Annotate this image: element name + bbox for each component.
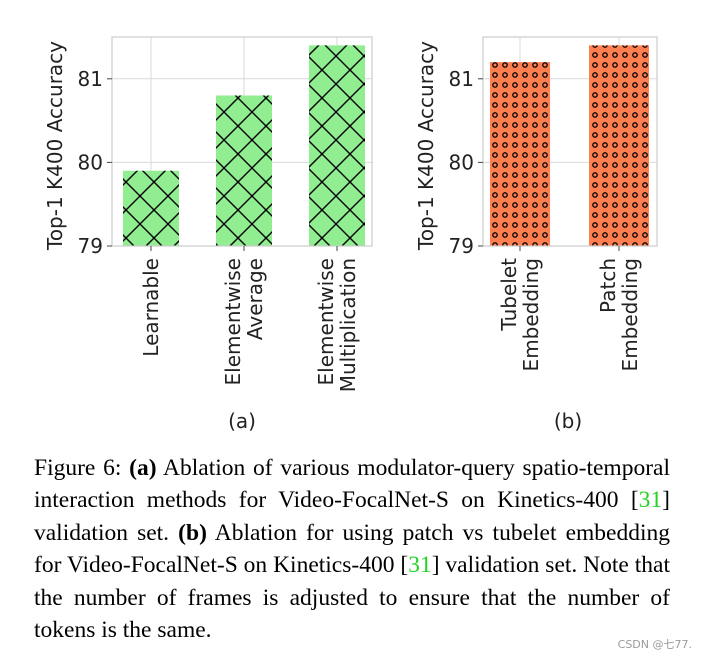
bar-hatch: [123, 170, 179, 246]
figure-caption: Figure 6: (a) Ablation of various modula…: [34, 452, 670, 646]
x-tick-label: ElementwiseAverage: [221, 258, 267, 385]
plot-frame: [111, 36, 373, 247]
bar-hatch: [589, 45, 649, 246]
citation-link-2[interactable]: 31: [408, 552, 432, 579]
x-tick-label-line: Embedding: [618, 258, 642, 371]
x-tick-label-line: Elementwise: [314, 258, 338, 385]
x-tick-label: PatchEmbedding: [596, 258, 642, 371]
x-tick-label-line: Tubelet: [497, 258, 521, 332]
watermark: CSDN @七77.: [617, 638, 692, 651]
bar-hatch: [216, 95, 272, 247]
x-tick-label-line: Patch: [596, 258, 620, 313]
y-tick-label: 80: [449, 150, 474, 174]
y-tick-label: 79: [449, 234, 474, 258]
y-tick-label: 80: [78, 150, 103, 174]
panel-label: (a): [228, 409, 256, 433]
caption-part-b-label: (b): [178, 519, 207, 546]
y-axis-label: Top-1 K400 Accuracy: [414, 41, 438, 251]
x-tick-label-line: Elementwise: [221, 258, 245, 385]
panel-label: (b): [554, 409, 582, 433]
figure-label: Figure 6:: [34, 455, 122, 481]
x-tick-label-line: Learnable: [139, 258, 163, 357]
figure-charts: 79 80 81 Top-1 K400 Accuracy Learnable Elemen…: [43, 36, 658, 433]
bar-hatch: [490, 62, 550, 246]
x-tick-label-line: Average: [243, 258, 267, 340]
x-tick-label-line: Multiplication: [336, 258, 360, 392]
y-axis-label: Top-1 K400 Accuracy: [43, 41, 67, 251]
caption-part-a-end: ] validation set.: [34, 487, 670, 546]
y-tick-label: 81: [449, 67, 474, 91]
caption-part-b-end: ] validation set. Note that the number o…: [34, 552, 670, 644]
x-tick-label: TubeletEmbedding: [497, 258, 543, 372]
caption-part-a-text: Ablation of various modulator-query spat…: [34, 455, 670, 514]
citation-link-1[interactable]: 31: [638, 487, 663, 514]
x-tick-label: ElementwiseMultiplication: [314, 258, 360, 392]
caption-part-b-text: Ablation for using patch vs tubelet embe…: [34, 519, 671, 579]
caption-part-a-label: (a): [129, 455, 157, 481]
y-tick-label: 79: [78, 234, 103, 258]
plot-frame: [482, 36, 658, 247]
chart-panel-a: 79 80 81 Top-1 K400 Accuracy Learnable Elemen…: [43, 36, 373, 433]
y-tick-label: 81: [78, 67, 103, 91]
bar-hatch: [309, 45, 365, 246]
x-tick-label-line: Embedding: [519, 258, 543, 371]
x-tick-label: Learnable: [139, 258, 163, 357]
